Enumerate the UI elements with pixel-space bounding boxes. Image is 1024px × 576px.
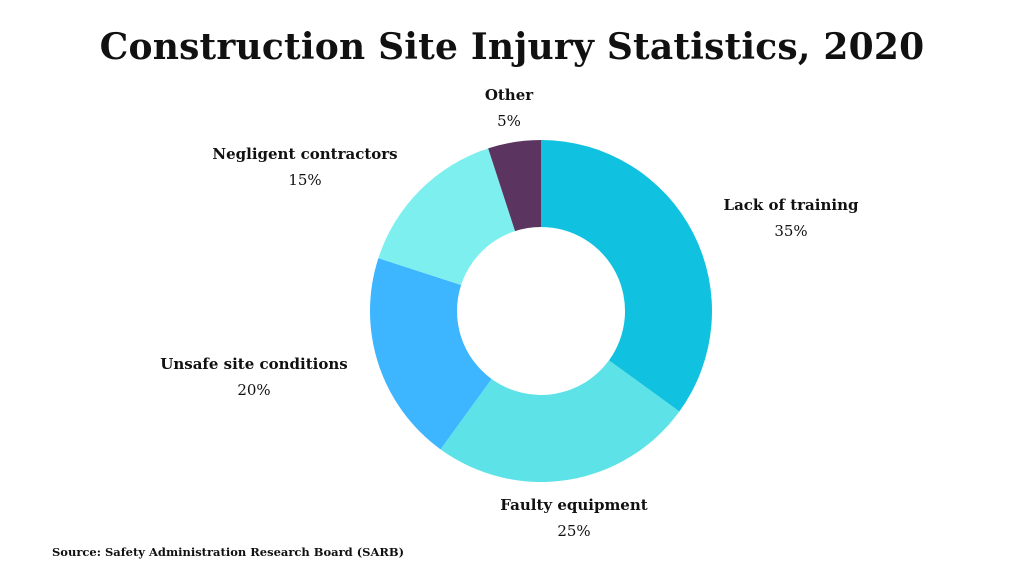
chart-title: Construction Site Injury Statistics, 202… [99,26,925,68]
slice-label-name: Faulty equipment [500,496,648,514]
slice-label-name: Other [484,86,534,104]
slice-label-percent: 5% [497,112,521,130]
source-note: Source: Safety Administration Research B… [52,545,405,559]
slice-label-name: Unsafe site conditions [160,355,348,373]
slice-label-faulty-equipment: Faulty equipment 25% [454,492,694,544]
slice-label-name: Lack of training [723,196,859,214]
slice-label-percent: 35% [774,222,808,240]
slice-label-name: Negligent contractors [212,145,398,163]
slice-label-negligent-contractors: Negligent contractors 15% [185,141,425,193]
slice-label-percent: 20% [237,381,271,399]
slice-label-percent: 15% [288,171,322,189]
donut-slice-faulty-equipment [440,360,680,483]
donut-slice-unsafe-site-conditions [369,258,492,450]
donut-slice-negligent-contractors [378,148,516,286]
slice-label-percent: 25% [557,522,591,540]
slice-label-other: Other 5% [389,82,629,134]
slice-label-unsafe-site-conditions: Unsafe site conditions 20% [134,351,374,403]
donut-slice-other [488,140,541,232]
slice-label-lack-of-training: Lack of training 35% [671,192,911,244]
donut-slice-lack-of-training [541,140,712,412]
